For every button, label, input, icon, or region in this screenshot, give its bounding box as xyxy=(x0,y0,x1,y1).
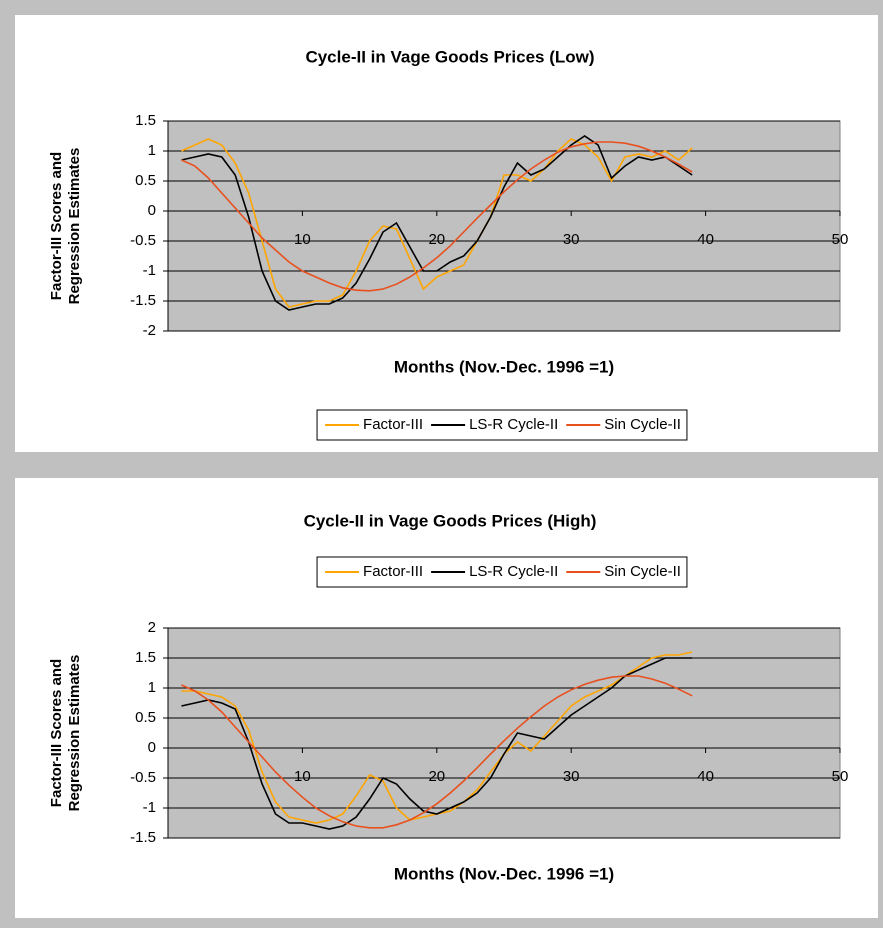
x-tick-label: 10 xyxy=(294,768,311,785)
y-tick-label: -0.5 xyxy=(130,769,156,786)
y-tick-label: 1 xyxy=(148,142,156,159)
series-line xyxy=(181,675,693,829)
x-tick-label: 30 xyxy=(563,768,580,785)
x-tick-label: 20 xyxy=(428,768,445,785)
y-tick-label: -2 xyxy=(143,322,156,339)
x-tick-label: 10 xyxy=(294,231,311,248)
y-tick-label: -1 xyxy=(143,799,156,816)
legend-label: Factor-III xyxy=(363,563,423,580)
legend-label: LS-R Cycle-II xyxy=(469,563,558,580)
y-tick-label: -0.5 xyxy=(130,232,156,249)
plot-area xyxy=(167,120,841,332)
series-line xyxy=(181,138,693,308)
series-line xyxy=(181,141,693,292)
y-tick-label: 0.5 xyxy=(135,709,156,726)
plot-area xyxy=(167,627,841,839)
y-tick-label: 0 xyxy=(148,202,156,219)
y-tick-label: -1.5 xyxy=(130,829,156,846)
y-tick-label: 1.5 xyxy=(135,649,156,666)
legend xyxy=(316,556,688,588)
legend-label: LS-R Cycle-II xyxy=(469,416,558,433)
y-tick-label: 0.5 xyxy=(135,172,156,189)
x-axis-title: Months (Nov.-Dec. 1996 =1) xyxy=(394,864,614,883)
legend xyxy=(316,409,688,441)
y-tick-label: -1.5 xyxy=(130,292,156,309)
chart-title: Cycle-II in Vage Goods Prices (High) xyxy=(304,511,597,530)
x-tick-label: 40 xyxy=(697,231,714,248)
series-line xyxy=(181,135,693,311)
legend-label: Factor-III xyxy=(363,416,423,433)
x-tick-label: 20 xyxy=(428,231,445,248)
y-tick-label: 2 xyxy=(148,619,156,636)
x-tick-label: 40 xyxy=(697,768,714,785)
y-tick-label: 1 xyxy=(148,679,156,696)
chart-title: Cycle-II in Vage Goods Prices (Low) xyxy=(305,47,594,66)
x-axis-title: Months (Nov.-Dec. 1996 =1) xyxy=(394,357,614,376)
x-tick-label: 50 xyxy=(832,231,849,248)
series-line xyxy=(181,657,693,830)
legend-label: Sin Cycle-II xyxy=(604,416,681,433)
x-tick-label: 30 xyxy=(563,231,580,248)
y-tick-label: 0 xyxy=(148,739,156,756)
y-tick-label: -1 xyxy=(143,262,156,279)
x-tick-label: 50 xyxy=(832,768,849,785)
y-axis-title: Factor-III Scores and Regression Estimat… xyxy=(48,147,83,305)
y-axis-title: Factor-III Scores and Regression Estimat… xyxy=(48,654,83,812)
legend-label: Sin Cycle-II xyxy=(604,563,681,580)
y-tick-label: 1.5 xyxy=(135,112,156,129)
